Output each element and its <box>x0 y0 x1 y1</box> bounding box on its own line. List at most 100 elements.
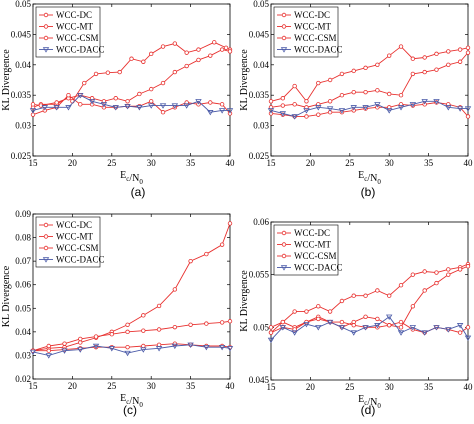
x-tick-label: 40 <box>226 381 236 391</box>
y-tick-label: 0.045 <box>249 29 270 39</box>
data-point <box>338 108 346 114</box>
y-tick-label: 0.04 <box>15 60 31 70</box>
data-point <box>148 86 154 92</box>
x-tick-label: 15 <box>29 158 39 168</box>
data-point <box>125 329 130 335</box>
panel-label: (c) <box>123 403 137 417</box>
x-axis-label: Ec/N0 <box>120 170 143 186</box>
panel-label: (a) <box>131 185 146 199</box>
x-axis-label-subscript: 0 <box>139 178 143 186</box>
data-point <box>268 330 274 335</box>
data-point <box>339 71 345 77</box>
data-point <box>171 343 179 350</box>
data-point <box>92 343 100 350</box>
y-tick-label: 0.03 <box>15 350 31 360</box>
x-tick-label: 35 <box>186 158 196 168</box>
data-point <box>410 272 416 277</box>
y-tick-label: 0.025 <box>249 151 270 161</box>
data-point <box>385 108 393 114</box>
data-point <box>148 51 154 57</box>
legend-marker <box>280 47 288 53</box>
data-point <box>292 327 297 332</box>
legend-label: WCC-DACC <box>294 263 343 273</box>
x-tick-label: 15 <box>267 158 277 168</box>
y-tick-label: 0.045 <box>249 375 270 385</box>
data-point <box>464 106 472 112</box>
data-point <box>172 324 178 330</box>
data-point <box>362 325 369 331</box>
data-point <box>326 319 334 326</box>
data-point <box>124 350 131 357</box>
data-point <box>77 347 84 353</box>
y-tick-label: 0.04 <box>253 60 269 70</box>
data-point <box>409 325 417 331</box>
data-point <box>108 346 116 352</box>
data-point <box>204 321 209 326</box>
data-point <box>433 99 440 105</box>
data-point <box>78 336 83 342</box>
x-axis-label: Ec/N0 <box>120 393 143 409</box>
data-point <box>171 103 179 109</box>
data-point <box>155 346 163 352</box>
data-point <box>129 56 134 61</box>
data-point <box>147 103 155 109</box>
data-point <box>156 342 162 348</box>
data-point <box>445 327 452 333</box>
data-point <box>315 325 322 331</box>
data-point <box>398 325 404 330</box>
x-tick-label: 30 <box>147 158 157 168</box>
series-wcc-dacc <box>267 99 472 120</box>
data-point <box>362 105 369 111</box>
data-point <box>53 105 60 111</box>
x-axis-label-subscript: 0 <box>377 178 381 186</box>
data-point <box>398 92 404 98</box>
data-point <box>280 96 286 101</box>
x-tick-label: 20 <box>306 382 316 392</box>
data-point <box>410 56 416 61</box>
data-point <box>327 77 333 83</box>
legend-label: WCC-CSM <box>294 251 337 261</box>
data-point <box>125 322 130 327</box>
legend-marker <box>43 12 49 18</box>
data-point <box>141 343 146 349</box>
data-point <box>446 62 451 68</box>
y-axis-label: KL Divergence <box>1 265 12 327</box>
data-point <box>351 323 356 328</box>
data-point <box>375 288 380 293</box>
data-point <box>434 280 439 286</box>
x-tick-label: 40 <box>464 382 474 392</box>
y-tick-label: 0.04 <box>15 327 31 337</box>
data-point <box>375 316 380 322</box>
data-point <box>54 100 59 105</box>
data-point <box>291 114 298 120</box>
data-point <box>29 349 37 356</box>
x-axis-label-part: E <box>120 393 126 404</box>
y-tick-label: 0.03 <box>253 121 269 131</box>
data-point <box>208 100 213 105</box>
data-point <box>422 269 427 274</box>
chart-panel-1: 15 20 25 30 35 40 0.025 0.03 0.035 0.04 0.045 0.05 K… <box>1 0 235 199</box>
data-point <box>156 327 162 332</box>
x-tick-label: 20 <box>68 381 78 391</box>
data-point <box>125 344 130 350</box>
data-point <box>207 110 214 116</box>
series-line <box>270 100 468 117</box>
legend-label: WCC-DC <box>56 220 92 230</box>
data-point <box>464 335 472 342</box>
y-axis-label: KL Divergence <box>239 49 250 111</box>
data-point <box>100 102 108 108</box>
x-axis-label-subscript: c <box>126 398 129 406</box>
data-point <box>187 342 194 349</box>
x-tick-label: 15 <box>267 382 277 392</box>
data-point <box>339 92 345 98</box>
x-tick-label: 40 <box>464 158 474 168</box>
x-axis-label-part: N <box>132 396 139 407</box>
legend-marker <box>281 242 287 247</box>
data-point <box>291 330 298 336</box>
data-point <box>172 41 178 46</box>
data-point <box>159 103 167 109</box>
y-tick-label: 0.05 <box>15 303 31 313</box>
series-wcc-dacc <box>29 93 234 116</box>
data-point <box>387 293 392 298</box>
